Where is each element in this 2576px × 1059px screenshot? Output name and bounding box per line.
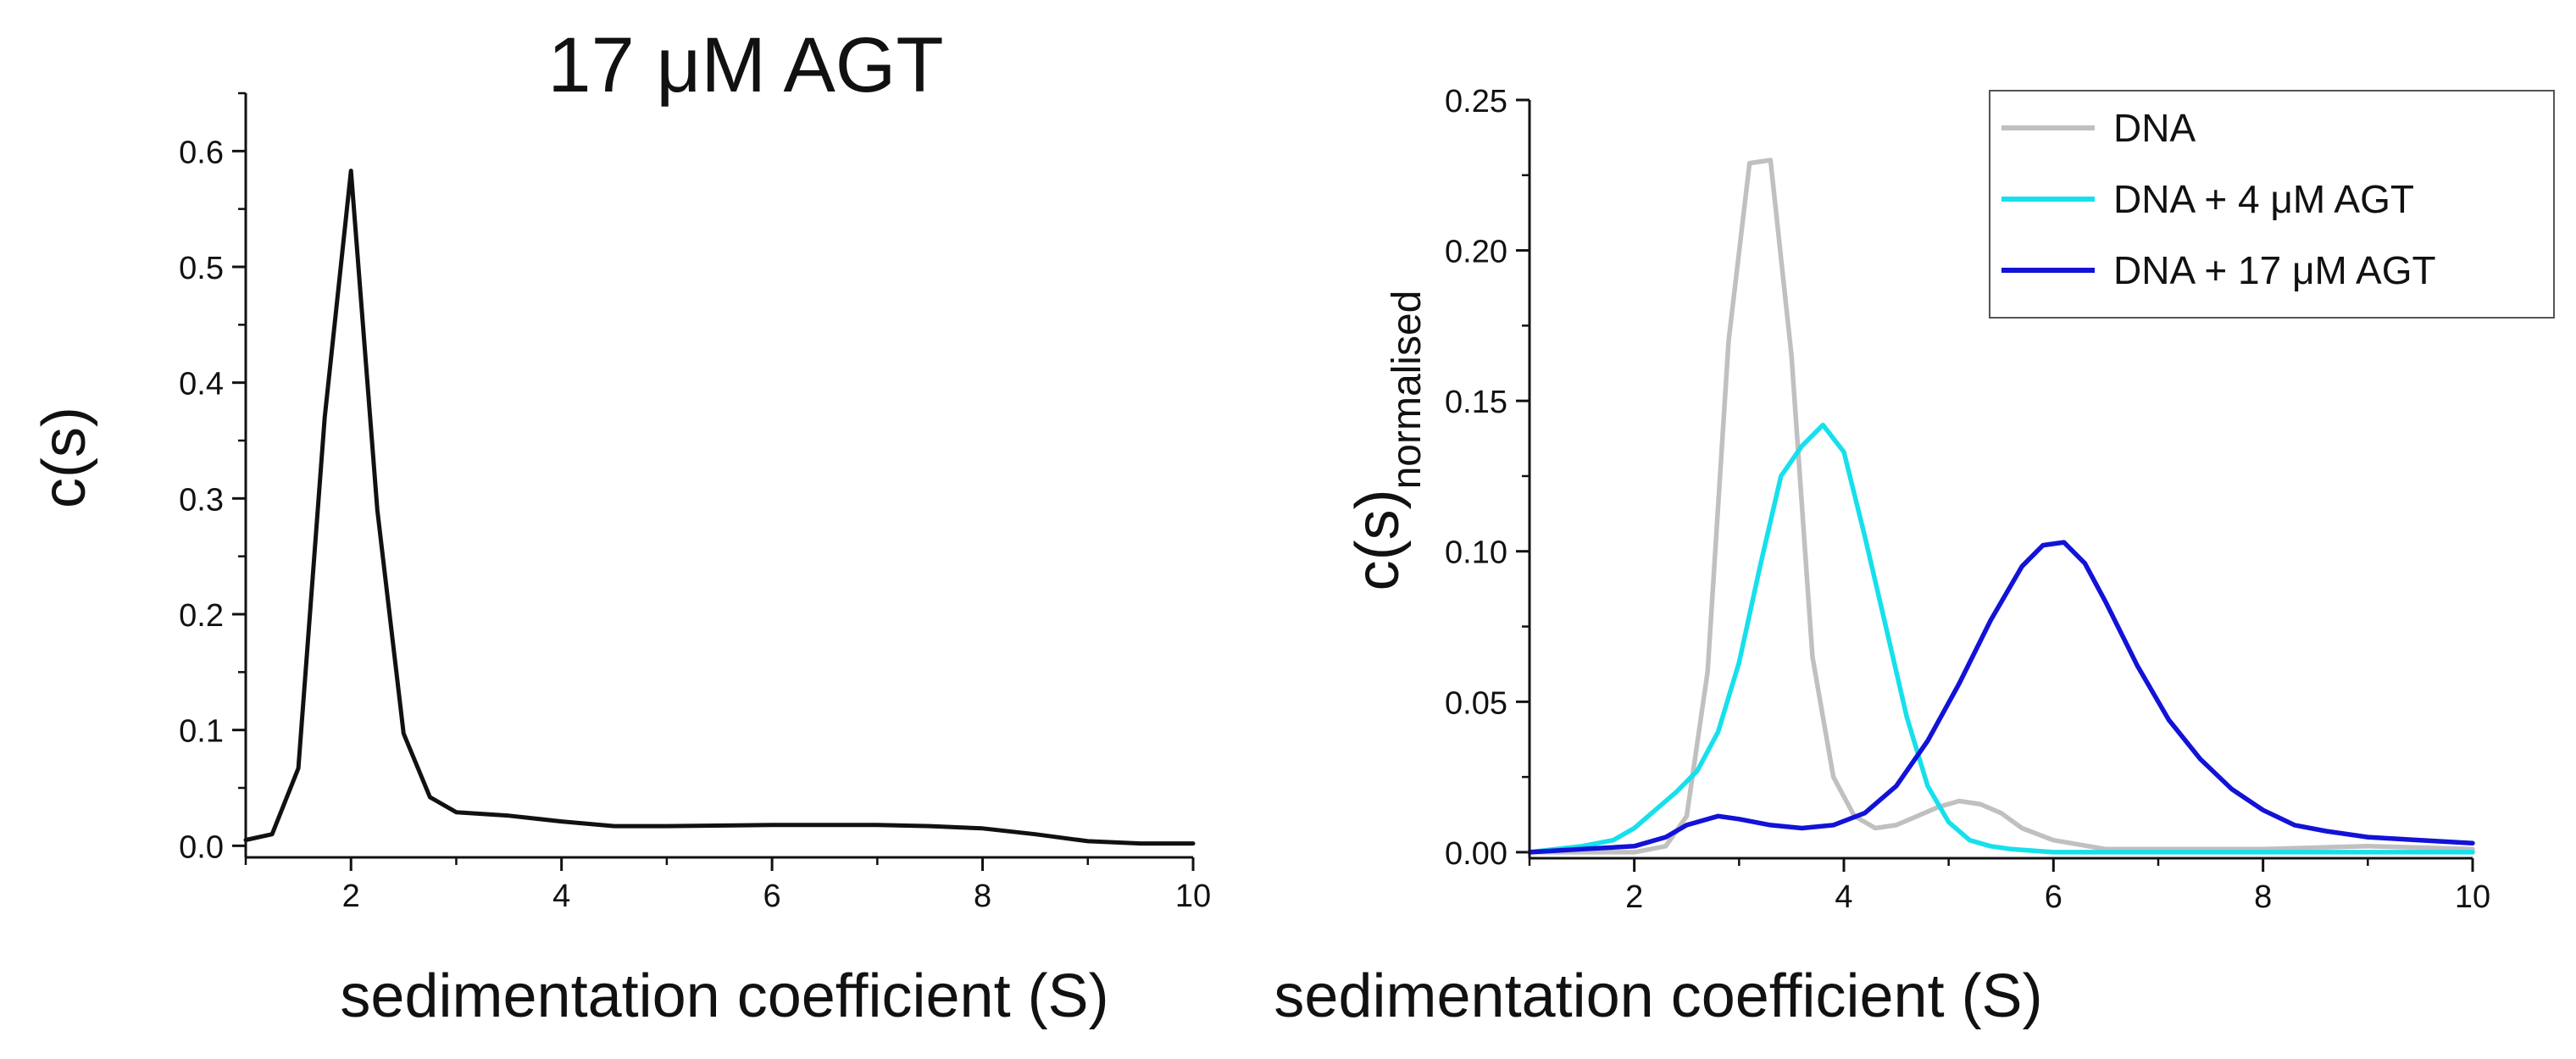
left-series-line-1: [243, 169, 1196, 846]
left-x-tick-label: 10: [1175, 879, 1211, 914]
left-chart-panel: 17 μM AGT 2 4 6 8 10 0.0 0.1 0.2 0.3 0.4 0.5 0.6 se…: [31, 22, 1211, 1030]
right-series-line-1: [1527, 158, 2475, 855]
legend-label-2: DNA + 4 μM AGT: [2113, 177, 2414, 221]
left-y-tick-label: 0.5: [179, 251, 224, 286]
left-y-tick-label: 0.2: [179, 598, 224, 634]
right-x-axis-title: sedimentation coefficient (S): [1274, 962, 2042, 1030]
left-chart-title: 17 μM AGT: [547, 22, 943, 108]
right-y-axis-title-subscript: normalised: [1385, 291, 1430, 490]
right-x-tick-label: 10: [2455, 879, 2490, 915]
right-y-tick-label: 0.05: [1445, 685, 1507, 721]
left-x-tick-label: 4: [552, 879, 570, 914]
right-y-tick-label: 0.10: [1445, 535, 1507, 571]
left-x-tick-label: 8: [974, 879, 991, 914]
right-y-axis-title: c(s)normalised: [1344, 291, 1430, 591]
left-y-tick-label: 0.1: [179, 714, 224, 750]
right-y-axis-title-main: c(s): [1344, 489, 1412, 590]
right-x-tick-label: 6: [2045, 879, 2062, 915]
right-legend: DNA DNA + 4 μM AGT DNA + 17 μM AGT: [1989, 90, 2555, 319]
right-series-line-3: [1527, 540, 2475, 855]
right-chart-panel: 2 4 6 8 10 0.00 0.05 0.10 0.15 0.20 0.25 sedimenta…: [1274, 84, 2555, 1030]
legend-label-1: DNA: [2113, 106, 2196, 150]
right-x-tick-label: 8: [2254, 879, 2272, 915]
right-y-tick-label: 0.20: [1445, 235, 1507, 270]
left-axes: [244, 93, 1193, 859]
right-series-line-2: [1527, 422, 2475, 855]
left-y-tick-label: 0.4: [179, 367, 224, 402]
right-y-tick-label: 0.15: [1445, 385, 1507, 420]
right-y-tick-label: 0.00: [1445, 836, 1507, 872]
right-series-group: [1527, 158, 2475, 855]
right-y-tick-label: 0.25: [1445, 84, 1507, 119]
left-y-axis-title: c(s): [31, 407, 98, 508]
right-axis-ticks: 2 4 6 8 10 0.00 0.05 0.10 0.15 0.20 0.25: [1445, 84, 2490, 915]
left-series-group: [243, 169, 1196, 846]
left-y-tick-label: 0.3: [179, 482, 224, 518]
left-x-axis-title: sedimentation coefficient (S): [340, 962, 1108, 1030]
left-y-tick-label: 0.0: [179, 829, 224, 865]
left-y-tick-label: 0.6: [179, 135, 224, 170]
right-x-tick-label: 4: [1835, 879, 1852, 915]
legend-label-3: DNA + 17 μM AGT: [2113, 248, 2436, 292]
left-x-tick-label: 6: [763, 879, 781, 914]
right-axes: [1528, 100, 2473, 860]
left-x-tick-label: 2: [342, 879, 360, 914]
right-x-tick-label: 2: [1625, 879, 1643, 915]
left-axis-ticks: 2 4 6 8 10 0.0 0.1 0.2 0.3 0.4 0.5 0.6: [179, 91, 1211, 914]
